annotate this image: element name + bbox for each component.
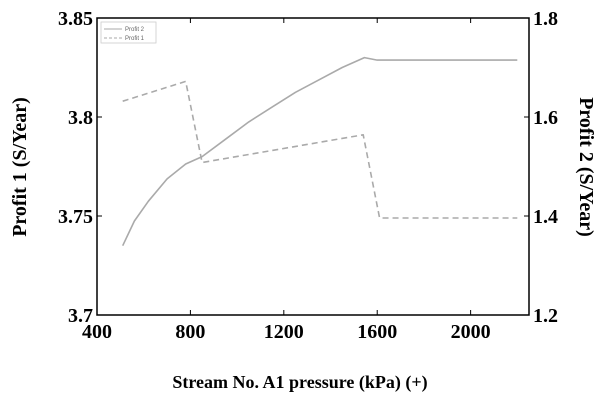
x-tick-label: 1600 <box>357 321 397 343</box>
y-axis-left-title: Profit 1 (S/Year) <box>9 97 31 237</box>
y-axis-right-title: Profit 2 (S/Year) <box>575 97 597 237</box>
x-axis-title: Stream No. A1 pressure (kPa) (+) <box>172 372 427 393</box>
legend-label-profit-2: Profit 2 <box>125 27 145 33</box>
legend: Profit 2 Profit 1 <box>100 21 157 44</box>
tick-marks <box>96 17 529 316</box>
x-tick-label: 2000 <box>451 321 491 343</box>
series-line-profit-2 <box>121 56 518 247</box>
series-layer <box>121 56 518 247</box>
series-line-profit-1 <box>122 80 518 219</box>
y-left-tick-label: 3.85 <box>58 8 93 30</box>
x-tick-label: 1200 <box>264 321 304 343</box>
y-left-tick-label: 3.8 <box>68 107 93 129</box>
x-tick-label: 800 <box>175 321 205 343</box>
y-right-tick-label: 1.2 <box>533 305 558 327</box>
tick-labels: 400 800 1200 1600 2000 3.7 3.75 3.8 3.85 1.2 1.4 1.… <box>58 8 558 343</box>
y-right-tick-label: 1.4 <box>533 206 558 228</box>
x-tick-label: 400 <box>82 321 112 343</box>
y-right-tick-label: 1.8 <box>533 8 558 30</box>
y-left-tick-label: 3.75 <box>58 206 93 228</box>
plot-frame <box>96 17 530 316</box>
y-left-tick-label: 3.7 <box>68 305 93 327</box>
legend-label-profit-1: Profit 1 <box>125 36 145 42</box>
y-right-tick-label: 1.6 <box>533 107 558 129</box>
